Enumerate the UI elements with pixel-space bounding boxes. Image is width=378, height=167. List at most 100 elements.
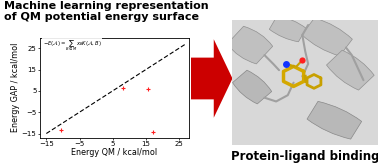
Point — [68, 116, 74, 118]
Point — [130, 74, 136, 77]
Point — [81, 112, 87, 114]
Point — [84, 107, 90, 110]
Point — [112, 88, 118, 90]
Point — [87, 104, 93, 107]
Point — [96, 100, 102, 103]
Point — [98, 91, 104, 94]
Point — [60, 122, 67, 125]
Point — [107, 91, 113, 94]
Point — [77, 111, 83, 114]
Point — [104, 97, 110, 99]
Point — [72, 118, 78, 121]
Point — [77, 111, 83, 113]
Point — [114, 87, 120, 90]
Point — [83, 107, 89, 110]
Point — [52, 128, 58, 131]
Point — [67, 117, 73, 120]
Point — [106, 88, 112, 90]
Point — [70, 115, 76, 117]
PathPatch shape — [232, 70, 272, 104]
Point — [84, 106, 90, 108]
Point — [74, 111, 80, 113]
Point — [89, 103, 95, 106]
Point — [122, 79, 128, 82]
Point — [85, 107, 91, 110]
Point — [98, 98, 104, 100]
Point — [63, 118, 69, 120]
Point — [105, 91, 111, 94]
Point — [109, 90, 115, 93]
Point — [92, 100, 98, 102]
Point — [119, 85, 125, 88]
Point — [53, 124, 59, 127]
Point — [59, 121, 65, 124]
Point — [63, 119, 69, 122]
Point — [96, 96, 102, 99]
Point — [82, 106, 88, 109]
Point — [141, 75, 147, 77]
Point — [104, 97, 110, 99]
Point — [110, 89, 116, 91]
Point — [59, 124, 65, 127]
Point — [76, 111, 82, 114]
Point — [90, 100, 96, 103]
Point — [129, 78, 135, 80]
Point — [76, 113, 82, 116]
Point — [106, 92, 112, 95]
Point — [115, 87, 121, 90]
Point — [97, 98, 103, 100]
Point — [89, 102, 95, 104]
Point — [117, 86, 123, 89]
Point — [85, 109, 91, 112]
Point — [136, 69, 142, 72]
Point — [61, 119, 67, 121]
Point — [97, 101, 103, 104]
Point — [136, 72, 143, 74]
Point — [55, 121, 61, 124]
Point — [57, 123, 63, 126]
Point — [131, 84, 137, 87]
Point — [85, 107, 91, 110]
Point — [64, 119, 70, 121]
Point — [135, 68, 141, 71]
Point — [69, 116, 75, 119]
Point — [76, 113, 82, 115]
Point — [131, 74, 137, 76]
Point — [123, 82, 129, 84]
Point — [89, 105, 95, 107]
Point — [82, 104, 88, 107]
Point — [67, 116, 73, 119]
Point — [92, 107, 98, 109]
Point — [136, 74, 142, 77]
Point — [110, 87, 116, 90]
Point — [120, 81, 126, 83]
Point — [66, 117, 72, 120]
Point — [53, 132, 59, 134]
Point — [127, 81, 133, 84]
Point — [52, 128, 58, 130]
Point — [65, 119, 71, 121]
Point — [70, 112, 76, 115]
Point — [87, 99, 93, 102]
Point — [137, 73, 143, 75]
Point — [48, 126, 54, 128]
Point — [87, 104, 93, 106]
Point — [118, 85, 124, 88]
Point — [89, 105, 95, 108]
Point — [102, 91, 108, 94]
Point — [96, 100, 102, 103]
Point — [121, 82, 127, 85]
Point — [98, 96, 104, 98]
Point — [47, 127, 53, 130]
Point — [71, 115, 77, 118]
Point — [137, 76, 143, 79]
Point — [54, 127, 60, 130]
Point — [51, 126, 57, 129]
Point — [74, 114, 81, 117]
Point — [134, 74, 140, 77]
Point — [140, 74, 146, 77]
Point — [111, 88, 117, 91]
Point — [132, 75, 138, 78]
Point — [126, 80, 132, 83]
Point — [73, 116, 79, 118]
